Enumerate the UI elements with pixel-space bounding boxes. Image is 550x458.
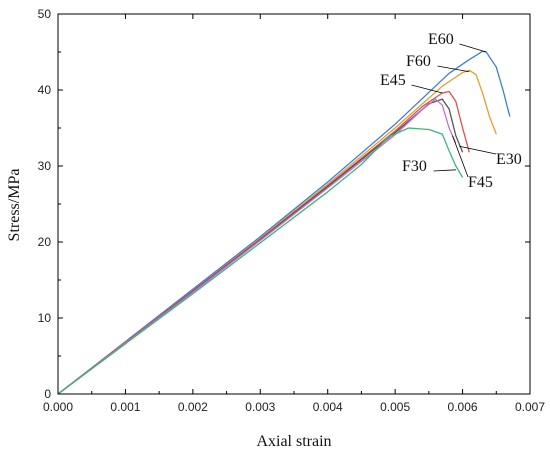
series-label-f60: F60 bbox=[406, 53, 431, 70]
series-label-e60: E60 bbox=[428, 31, 454, 48]
series-line-f45 bbox=[57, 98, 457, 395]
series-line-f30 bbox=[57, 127, 464, 395]
x-tick-label: 0.005 bbox=[380, 400, 410, 414]
series-leader-f60 bbox=[437, 65, 470, 73]
y-tick-label: 40 bbox=[38, 83, 52, 97]
y-tick-label: 0 bbox=[44, 387, 51, 401]
series-leader-e30 bbox=[459, 145, 497, 155]
y-tick-label: 10 bbox=[38, 311, 52, 325]
series-label-f30: F30 bbox=[402, 158, 427, 175]
series-layer bbox=[57, 50, 511, 395]
x-tick-label: 0.001 bbox=[110, 400, 140, 414]
x-tick-label: 0.006 bbox=[448, 400, 478, 414]
x-axis-title: Axial strain bbox=[256, 433, 331, 450]
y-tick-label: 20 bbox=[38, 235, 52, 249]
series-line-e60 bbox=[57, 50, 511, 395]
series-label-e30: E30 bbox=[496, 151, 522, 168]
x-tick-label: 0.007 bbox=[515, 400, 545, 414]
y-tick-label: 50 bbox=[38, 7, 52, 21]
y-tick-label: 30 bbox=[38, 159, 52, 173]
series-label-e45: E45 bbox=[380, 72, 406, 89]
series-leader-e45 bbox=[411, 84, 443, 94]
series-leader-f45 bbox=[452, 135, 469, 178]
series-leader-f30 bbox=[433, 169, 456, 172]
x-tick-label: 0.004 bbox=[313, 400, 343, 414]
x-tick-label: 0.000 bbox=[43, 400, 73, 414]
series-leader-e60 bbox=[459, 43, 487, 53]
y-axis-title: Stress/MPa bbox=[6, 169, 23, 242]
series-label-f45: F45 bbox=[468, 174, 493, 191]
x-tick-label: 0.002 bbox=[178, 400, 208, 414]
axes-layer: 0.000 0.001 0.002 0.003 0.004 0.005 0.006 0.007… bbox=[38, 7, 546, 414]
plot-frame bbox=[57, 13, 531, 395]
x-tick-label: 0.003 bbox=[245, 400, 275, 414]
series-line-e30 bbox=[57, 98, 464, 395]
